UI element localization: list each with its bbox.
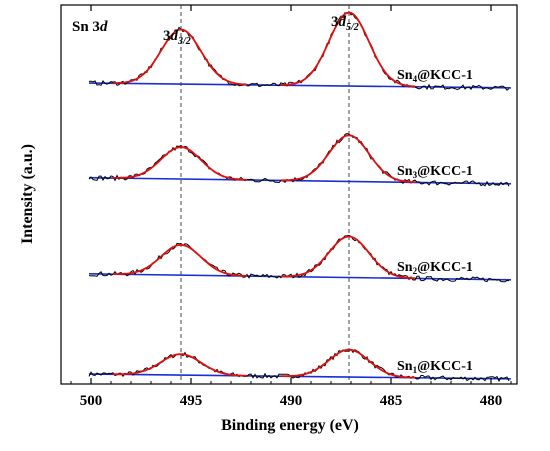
- fit-curve-peak-1: [113, 28, 248, 86]
- x-tick-label: 495: [180, 393, 203, 409]
- fit-curve-peak-1: [113, 243, 248, 277]
- x-tick-label: 490: [280, 393, 303, 409]
- series-label: Sn4@KCC-1: [397, 68, 473, 84]
- peak-label-1: 3d3/2: [163, 28, 191, 47]
- fit-curve-peak-2: [281, 235, 416, 280]
- series-label: Sn1@KCC-1: [397, 359, 473, 375]
- x-tick-label: 480: [480, 393, 503, 409]
- reference-lines: [180, 5, 350, 384]
- spectrum-3: Sn3@KCC-1: [88, 132, 512, 187]
- panel-label: Sn 3d: [72, 19, 108, 35]
- spectra-group: Sn1@KCC-1 Sn2@KCC-1 Sn3@KCC-1 Sn4@KCC-1: [88, 10, 512, 383]
- raw-spectrum-line: [88, 132, 510, 187]
- spectrum-4: Sn4@KCC-1: [88, 10, 512, 91]
- fit-curve-peak-1: [113, 353, 248, 377]
- spectrum-1: Sn1@KCC-1: [88, 348, 512, 383]
- x-tick-label: 485: [380, 393, 403, 409]
- x-axis-label: Binding energy (eV): [221, 417, 359, 434]
- peak-labels: 3d3/2 3d5/2: [163, 14, 359, 47]
- x-tick-label: 500: [80, 393, 103, 409]
- peak-label-2: 3d5/2: [331, 14, 359, 33]
- raw-spectrum-line: [88, 234, 510, 283]
- fit-curve-peak-2: [280, 11, 416, 88]
- fit-curve-peak-2: [281, 134, 416, 184]
- baseline-line: [88, 82, 512, 89]
- y-axis-label: Intensity (a.u.): [19, 144, 36, 244]
- series-label: Sn2@KCC-1: [397, 260, 473, 276]
- fit-curve-peak-1: [112, 146, 248, 181]
- series-label: Sn3@KCC-1: [397, 164, 473, 180]
- x-axis-ticks: 500 495 490 485 480: [70, 5, 512, 409]
- plot-frame: [60, 4, 518, 385]
- fit-curve-peak-2: [281, 348, 416, 379]
- spectrum-2: Sn2@KCC-1: [88, 234, 512, 283]
